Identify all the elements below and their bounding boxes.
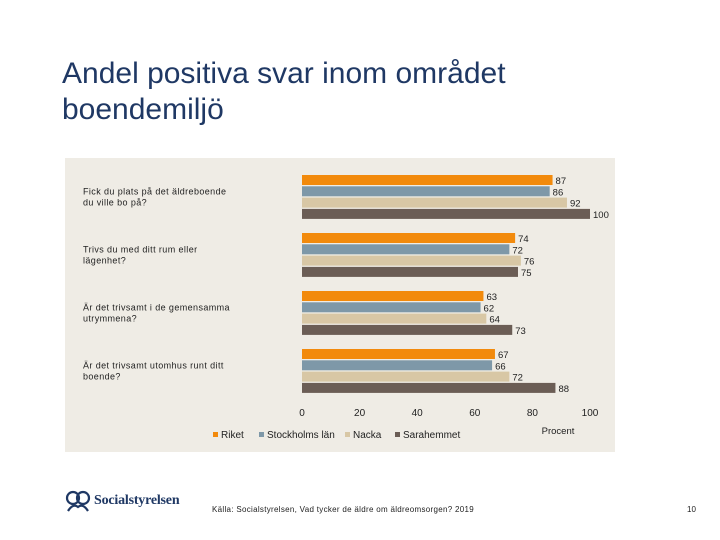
bar [302,186,550,197]
data-label: 100 [593,210,609,221]
logo-text: Socialstyrelsen [94,493,180,508]
data-label: 87 [556,176,567,187]
data-label: 62 [484,303,495,314]
bar-chart: Fick du plats på det äldreboende du ville… [83,175,609,441]
x-tick-label: 40 [412,408,424,419]
logo-emblem-icon [65,490,91,512]
bar [302,208,590,219]
slide-title: Andel positiva svar inom området boendem… [62,57,506,126]
legend-label: Riket [221,430,244,441]
socialstyrelsen-logo: Socialstyrelsen [64,488,180,514]
bar [302,349,495,359]
bar [302,324,513,335]
bar [302,266,518,277]
chart-panel: Fick du plats på det äldreboende du ville… [65,158,615,452]
legend-swatch [213,432,218,437]
data-label: 88 [558,384,569,395]
source-note: Källa: Socialstyrelsen, Vad tycker de äl… [212,505,475,514]
bar [302,313,487,324]
x-tick-label: 60 [469,408,481,419]
legend-label: Sarahemmet [403,430,460,441]
x-tick-label: 0 [299,408,305,419]
data-label: 73 [515,326,526,337]
data-label: 74 [518,234,529,245]
legend-swatch [395,432,400,437]
bar [302,360,493,371]
x-tick-label: 20 [354,408,366,419]
data-label: 75 [521,268,532,279]
x-tick-label: 80 [527,408,539,419]
bar [302,233,516,243]
data-label: 63 [486,292,497,303]
bar [302,175,553,185]
category-label: Fick du plats på det äldreboende du ville… [83,187,226,208]
legend-swatch [259,432,264,437]
category-label: Trivs du med ditt rum eller lägenhet? [83,245,198,266]
data-label: 92 [570,199,581,210]
data-label: 66 [495,361,506,372]
page-number: 10 [687,505,696,514]
x-tick-label: 100 [582,408,599,419]
data-label: 86 [553,187,564,198]
data-label: 67 [498,350,509,361]
x-axis-label: Procent [542,426,575,437]
legend-label: Stockholms län [267,430,335,441]
bar [302,302,481,313]
bar [302,197,567,208]
data-label: 76 [524,257,535,268]
data-label: 64 [489,315,500,326]
data-label: 72 [512,373,523,384]
bar [302,371,510,382]
bar [302,244,510,255]
data-label: 72 [512,245,523,256]
category-label: Är det trivsamt i de gemensamma utrymmena… [83,303,230,324]
bar [302,291,484,301]
legend-label: Nacka [353,430,382,441]
category-label: Är det trivsamt utomhus runt ditt boende? [83,361,224,382]
bar [302,255,521,266]
bar [302,382,556,393]
legend-swatch [345,432,350,437]
